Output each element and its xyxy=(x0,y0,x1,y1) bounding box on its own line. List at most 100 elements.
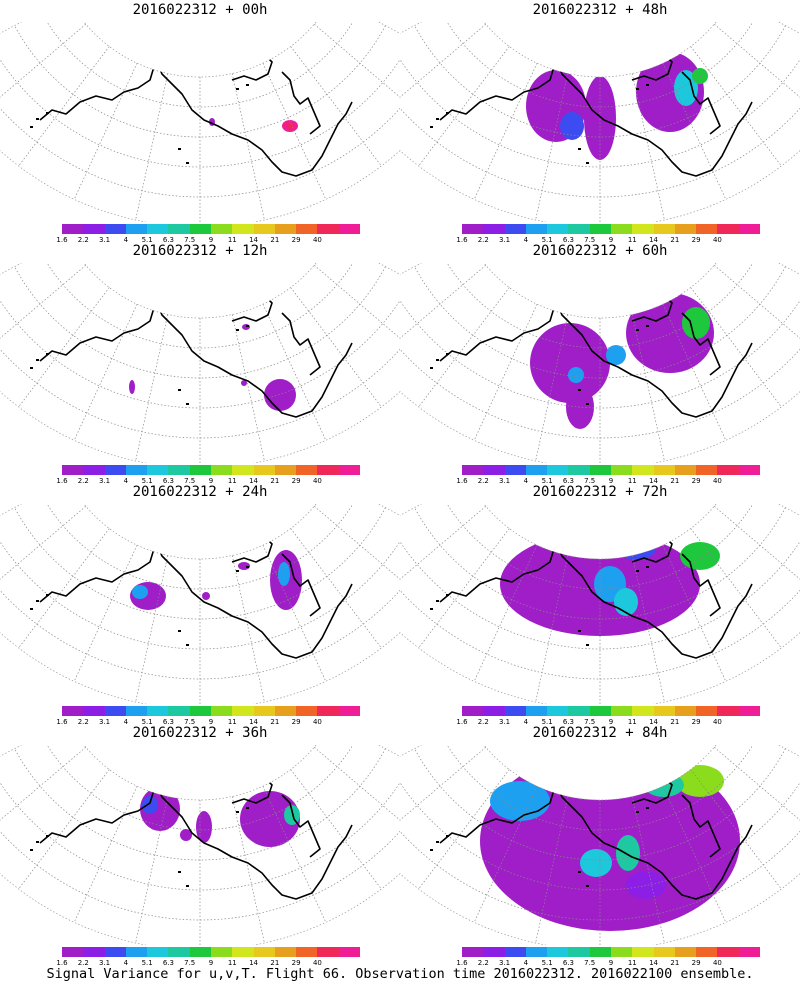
latitude-line xyxy=(0,107,400,198)
latitude-line xyxy=(14,507,386,620)
colorbar-swatch xyxy=(104,224,126,234)
colorbar-swatch xyxy=(253,224,275,234)
colorbar-swatch xyxy=(104,706,126,716)
island xyxy=(436,118,439,120)
colorbar xyxy=(62,706,360,716)
colorbar-tick-label: 1.6 xyxy=(456,718,468,726)
colorbar-tick-label: 2.2 xyxy=(77,959,89,967)
colorbar-tick-label: 9 xyxy=(208,236,214,244)
polar-sector-map xyxy=(0,22,400,222)
island xyxy=(436,359,439,361)
island xyxy=(236,88,239,90)
coastline xyxy=(681,312,721,376)
meridian-line xyxy=(0,264,86,339)
colorbar-tick-label: 2.2 xyxy=(477,959,489,967)
colorbar-swatch xyxy=(653,947,675,957)
colorbar-swatch xyxy=(338,947,360,957)
colorbar-tick-label: 14 xyxy=(649,477,659,485)
colorbar-tick-label: 1.6 xyxy=(456,236,468,244)
colorbar-swatch xyxy=(568,224,590,234)
colorbar-swatch xyxy=(717,465,739,475)
colorbar-tick-label: 2.2 xyxy=(477,718,489,726)
meridian-line xyxy=(473,786,538,923)
island xyxy=(636,329,639,331)
colorbar-tick-label: 11 xyxy=(627,718,637,726)
colorbar-swatch xyxy=(147,465,169,475)
colorbar-tick-label: 14 xyxy=(249,236,259,244)
island xyxy=(646,325,649,327)
colorbar-tick-label: 4 xyxy=(123,477,129,485)
coastline xyxy=(221,531,273,563)
colorbar-swatch xyxy=(504,465,526,475)
colorbar-swatch xyxy=(674,465,697,475)
variance-field xyxy=(140,787,300,847)
colorbar-tick-label: 3.1 xyxy=(498,477,511,485)
meridian-line xyxy=(135,73,169,221)
meridian-line xyxy=(714,264,800,339)
colorbar-tick-label: 4 xyxy=(523,718,529,726)
variance-contour xyxy=(616,835,640,871)
meridian-line xyxy=(418,528,510,649)
colorbar-swatch xyxy=(317,706,339,716)
colorbar-tick-label: 5.1 xyxy=(541,236,553,244)
colorbar-tick-label: 40 xyxy=(312,236,322,244)
coastline xyxy=(681,794,721,858)
meridian-line xyxy=(690,769,782,890)
colorbar-swatch xyxy=(717,706,739,716)
island xyxy=(246,84,249,86)
colorbar-swatch xyxy=(504,706,526,716)
colorbar-tick-label: 7.5 xyxy=(184,718,196,726)
colorbar-tick-label: 2.2 xyxy=(77,236,89,244)
colorbar-tick-label: 5.1 xyxy=(141,718,153,726)
map-panel: 2016022312 + 12h 1.6 2.2 3.1 4 5.1 6.3 7.5 9 11 14… xyxy=(0,241,400,486)
colorbar-swatch xyxy=(62,465,84,475)
colorbar-swatch xyxy=(568,706,590,716)
colorbar-tick-label: 40 xyxy=(312,477,322,485)
colorbar xyxy=(462,947,760,957)
panel-title: 2016022312 + 24h xyxy=(132,484,268,500)
colorbar-swatch xyxy=(210,465,233,475)
colorbar-tick-label: 9 xyxy=(608,236,614,244)
colorbar-tick-label: 11 xyxy=(227,236,237,244)
coastline xyxy=(439,300,753,418)
colorbar-tick-label: 7.5 xyxy=(584,718,596,726)
colorbar-swatch xyxy=(483,224,505,234)
colorbar-tick-label: 3.1 xyxy=(98,477,111,485)
coastline xyxy=(221,49,273,81)
meridian-line xyxy=(135,314,169,462)
colorbar-swatch xyxy=(338,465,360,475)
variance-field xyxy=(129,324,296,411)
polar-sector-map xyxy=(400,504,800,704)
colorbar-swatch xyxy=(589,947,611,957)
colorbar-tick-label: 7.5 xyxy=(584,236,596,244)
colorbar xyxy=(62,947,360,957)
latitude-line xyxy=(14,266,386,379)
colorbar-swatch xyxy=(504,947,526,957)
variance-contour xyxy=(584,76,616,160)
colorbar xyxy=(462,224,760,234)
meridian-line xyxy=(631,73,665,221)
latitude-line xyxy=(414,507,786,620)
colorbar-swatch xyxy=(296,947,318,957)
coastline xyxy=(681,553,721,617)
island xyxy=(36,841,39,843)
colorbar-swatch xyxy=(125,224,148,234)
map-panel: 2016022312 + 60h 1.6 2.2 3.1 4 5.1 6.3 7.5 9 11 14… xyxy=(400,241,800,486)
colorbar-swatch xyxy=(125,706,148,716)
colorbar-tick-label: 6.3 xyxy=(562,236,574,244)
colorbar-tick-label: 29 xyxy=(691,477,701,485)
colorbar-tick-label: 29 xyxy=(291,959,301,967)
colorbar-swatch xyxy=(147,947,169,957)
colorbar-swatch xyxy=(296,224,318,234)
island xyxy=(430,608,433,610)
coastline xyxy=(281,71,321,135)
island xyxy=(178,148,181,150)
meridian-line xyxy=(73,545,138,682)
latitude-line xyxy=(400,107,800,198)
colorbar-swatch xyxy=(696,224,718,234)
latitude-line xyxy=(46,504,354,590)
colorbar-swatch xyxy=(62,706,84,716)
island xyxy=(446,594,449,596)
colorbar-swatch xyxy=(696,706,718,716)
latitude-line xyxy=(0,589,400,680)
